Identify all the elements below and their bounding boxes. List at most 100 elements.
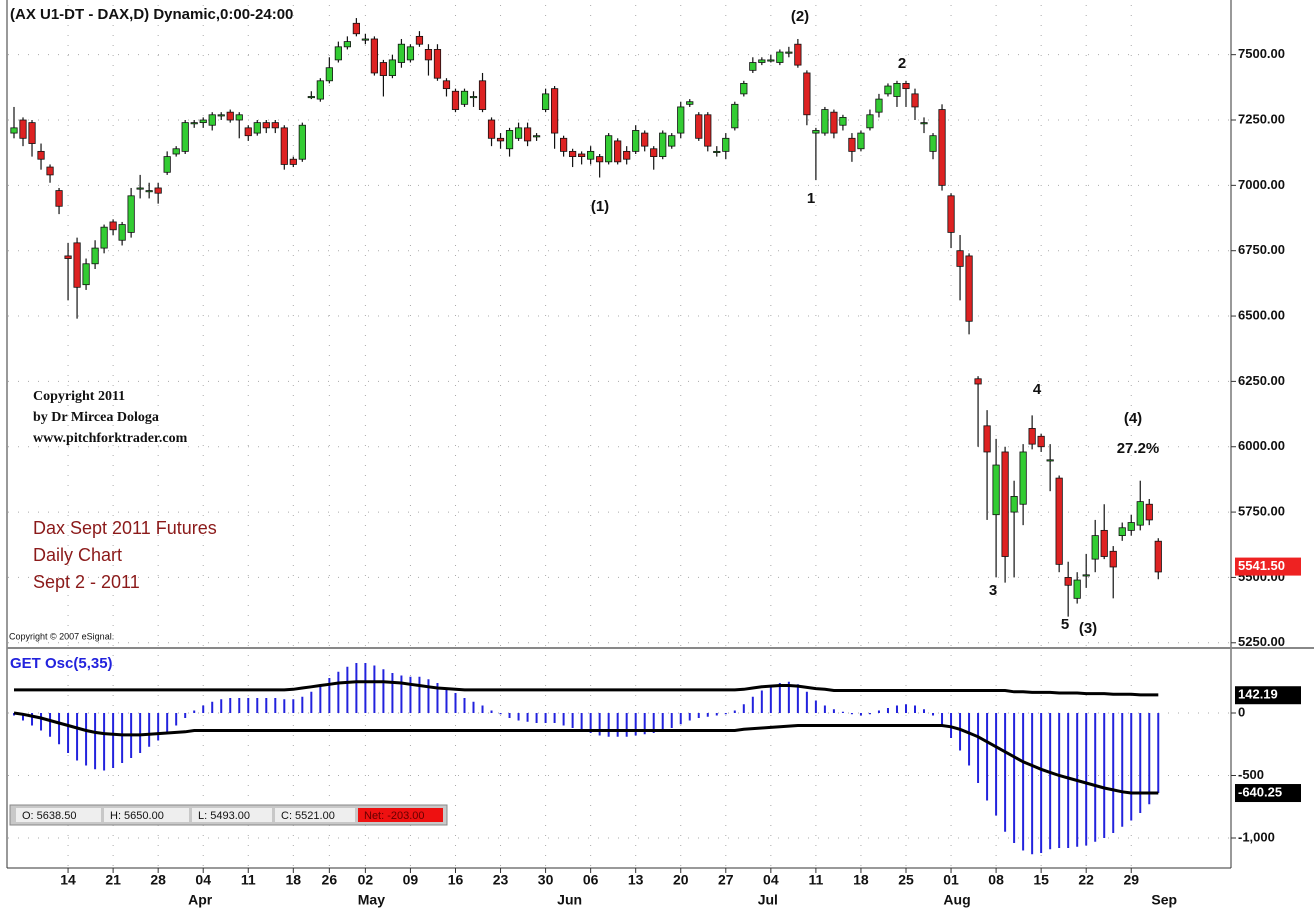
x-tick-label: 01 xyxy=(943,872,959,888)
candle xyxy=(1073,572,1081,604)
candle-body xyxy=(668,135,676,147)
candle xyxy=(244,125,252,141)
candle xyxy=(830,109,838,139)
candle-body xyxy=(154,187,162,194)
candle-body xyxy=(830,111,838,134)
candle-body xyxy=(938,109,946,186)
candle-body xyxy=(460,90,469,105)
candle xyxy=(740,80,748,97)
candle-body xyxy=(496,137,505,142)
candle-body xyxy=(523,127,532,142)
candle-body xyxy=(920,122,928,125)
x-tick-label: 02 xyxy=(358,872,374,888)
x-tick-label: 29 xyxy=(1123,872,1139,888)
x-tick-label: 04 xyxy=(195,872,211,888)
candle xyxy=(343,36,351,50)
candle xyxy=(803,70,811,126)
candle xyxy=(253,120,261,136)
candle-body xyxy=(1028,428,1036,445)
candle-body xyxy=(632,130,640,152)
candle-body xyxy=(578,153,586,158)
candle xyxy=(541,88,550,113)
candle xyxy=(64,242,72,301)
caption-line: Daily Chart xyxy=(33,545,122,565)
status-cell xyxy=(275,808,355,822)
candle xyxy=(289,156,297,168)
candle-body xyxy=(1109,550,1117,568)
candle-body xyxy=(947,195,955,233)
candle xyxy=(514,122,523,141)
candle-body xyxy=(1073,579,1081,599)
candle xyxy=(929,133,937,160)
candle xyxy=(551,86,559,149)
candle-body xyxy=(181,122,189,152)
candle-body xyxy=(388,59,397,76)
candle-body xyxy=(1064,577,1072,586)
candle-body xyxy=(884,85,892,95)
candle-body xyxy=(82,263,90,286)
candle xyxy=(388,54,397,79)
candle xyxy=(352,18,360,37)
candle xyxy=(974,376,982,447)
candle-body xyxy=(929,135,937,152)
candle-body xyxy=(28,122,36,144)
candle xyxy=(226,109,234,123)
month-label: Sep xyxy=(1151,892,1177,908)
y-tick-label: -1,000 xyxy=(1238,829,1275,844)
candle-body xyxy=(271,122,279,129)
candle-body xyxy=(55,190,63,207)
x-tick-label: 09 xyxy=(403,872,419,888)
status-text: C: 5521.00 xyxy=(281,810,335,822)
candle xyxy=(713,146,721,157)
x-tick-label: 11 xyxy=(241,872,256,888)
candle xyxy=(1037,433,1045,452)
candle xyxy=(614,138,622,165)
candle xyxy=(46,164,54,183)
month-label: Jun xyxy=(557,892,582,908)
status-text: H: 5650.00 xyxy=(110,810,164,822)
candle-body xyxy=(1082,574,1090,577)
candle-body xyxy=(172,148,180,155)
candle-body xyxy=(569,150,577,158)
annotation: 1 xyxy=(807,190,815,207)
candle-body xyxy=(352,22,360,35)
candle xyxy=(893,80,901,107)
candle xyxy=(677,101,685,139)
candle-body xyxy=(758,59,766,63)
month-label: Apr xyxy=(188,892,213,908)
candle xyxy=(794,38,802,68)
y-tick-label: 5750.00 xyxy=(1238,504,1285,519)
x-tick-label: 13 xyxy=(628,872,644,888)
candle xyxy=(983,410,991,520)
candle-body xyxy=(650,148,658,158)
candle xyxy=(469,91,478,107)
candle-body xyxy=(442,80,451,90)
candle xyxy=(1055,475,1063,573)
candle xyxy=(857,130,865,152)
candle-body xyxy=(605,135,613,163)
candle xyxy=(415,31,424,47)
value-tag xyxy=(1235,784,1301,803)
candle xyxy=(641,130,649,152)
x-tick-label: 06 xyxy=(583,872,599,888)
candle-body xyxy=(307,96,315,99)
status-cell xyxy=(104,808,189,822)
status-text: O: 5638.50 xyxy=(22,810,76,822)
candle-body xyxy=(1127,522,1135,531)
candle xyxy=(1100,504,1108,560)
x-tick-label: 18 xyxy=(853,872,869,888)
y-tick-label: 6750.00 xyxy=(1238,242,1285,257)
candle-body xyxy=(334,46,342,61)
status-bar: O: 5638.50 H: 5650.00 L: 5493.00 C: 5521… xyxy=(9,804,448,826)
candle xyxy=(136,174,144,199)
plot-layer xyxy=(8,5,1230,866)
candle-body xyxy=(289,158,297,165)
candle-body xyxy=(974,378,982,385)
candle xyxy=(532,133,541,141)
candle xyxy=(280,125,288,170)
candle xyxy=(938,104,946,191)
candle-body xyxy=(433,49,442,79)
candle-body xyxy=(343,41,351,48)
candle xyxy=(172,146,180,157)
